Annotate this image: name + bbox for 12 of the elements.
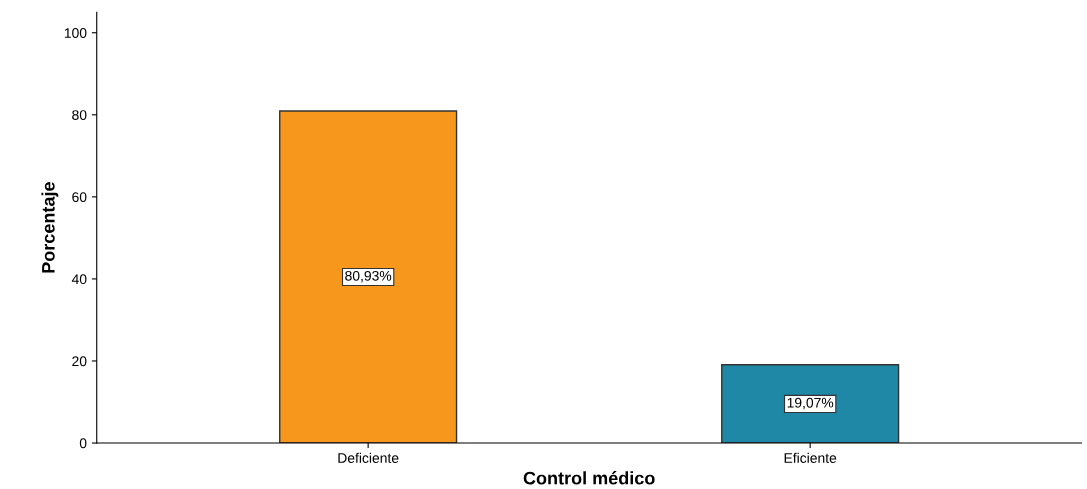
y-tick-label: 80 — [72, 110, 87, 120]
y-tick-label: 60 — [72, 192, 87, 203]
y-tick-label: 20 — [72, 356, 87, 367]
y-tick-label: 100 — [64, 28, 87, 38]
y-axis-title: Porcentaje — [41, 182, 59, 273]
y-tick-label: 40 — [71, 274, 87, 285]
y-tick-label: 0 — [79, 438, 87, 449]
x-tick-label: Eficiente — [784, 452, 837, 463]
x-tick-label: Deficiente — [338, 452, 399, 463]
data-label: 80,93% — [345, 270, 392, 283]
data-label: 19,07% — [787, 397, 834, 410]
x-axis-title: Control médico — [523, 471, 655, 485]
